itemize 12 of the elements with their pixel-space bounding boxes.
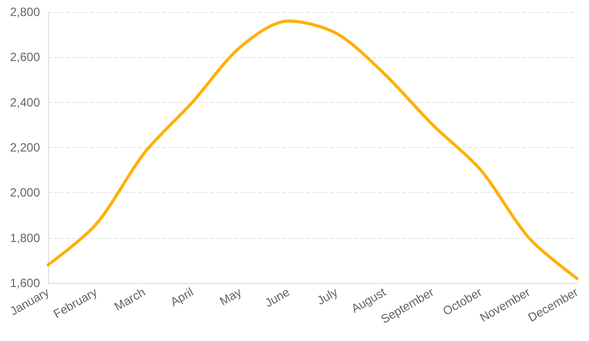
y-tick-label: 2,600 [10,50,40,64]
x-tick-label: June [262,284,292,310]
line-series [46,20,578,280]
y-tick-label: 1,600 [10,276,40,290]
y-tick-label: 2,800 [10,5,40,19]
y-tick-label: 2,000 [10,186,40,200]
y-tick-label: 2,400 [10,95,40,110]
y-tick-label: 2,200 [10,140,40,154]
x-tick-label: May [217,284,244,308]
y-tick-label: 1,800 [10,230,40,245]
x-tick-label: July [314,284,340,308]
x-tick-label: April [168,284,196,310]
